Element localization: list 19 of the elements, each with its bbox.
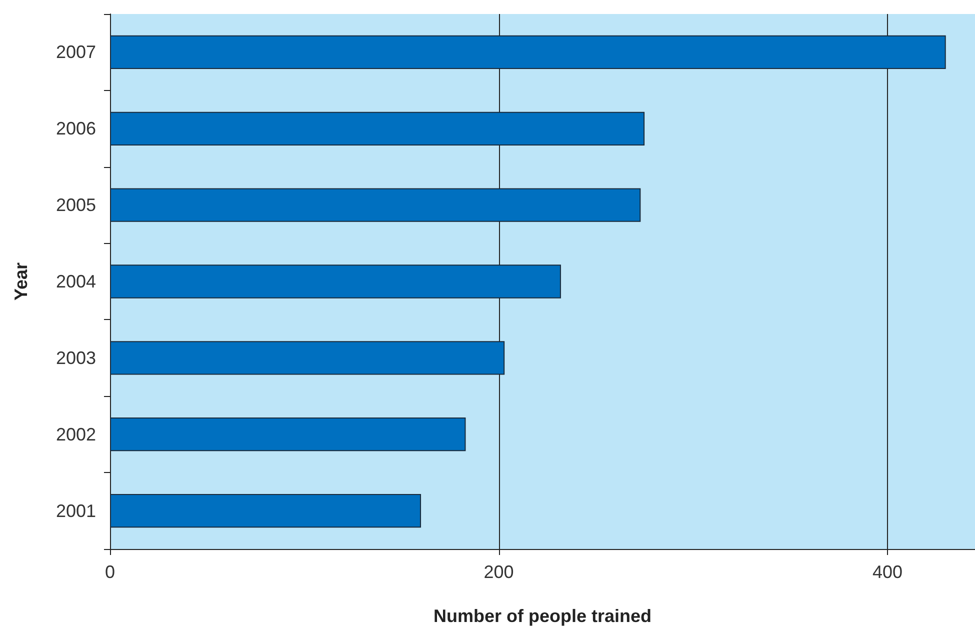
y-tick-label: 2006 xyxy=(56,118,96,139)
x-axis-title: Number of people trained xyxy=(433,606,652,626)
y-tick-label: 2007 xyxy=(56,42,96,62)
bar xyxy=(110,188,641,222)
bar xyxy=(110,112,645,146)
bar xyxy=(110,494,422,528)
bar xyxy=(110,341,505,375)
x-tick-label: 0 xyxy=(104,562,116,582)
y-tick-label: 2004 xyxy=(56,272,96,292)
bar xyxy=(110,418,466,452)
x-tick-label: 400 xyxy=(872,562,903,582)
y-tick-label: 2003 xyxy=(56,348,96,368)
y-axis-title: Year xyxy=(11,262,31,301)
y-tick-label: 2002 xyxy=(56,424,96,444)
bar xyxy=(110,264,561,298)
y-tick-label: 2005 xyxy=(56,195,96,216)
y-tick-label: 2001 xyxy=(56,500,96,521)
x-tick-label: 200 xyxy=(484,562,514,582)
bar xyxy=(110,35,946,70)
